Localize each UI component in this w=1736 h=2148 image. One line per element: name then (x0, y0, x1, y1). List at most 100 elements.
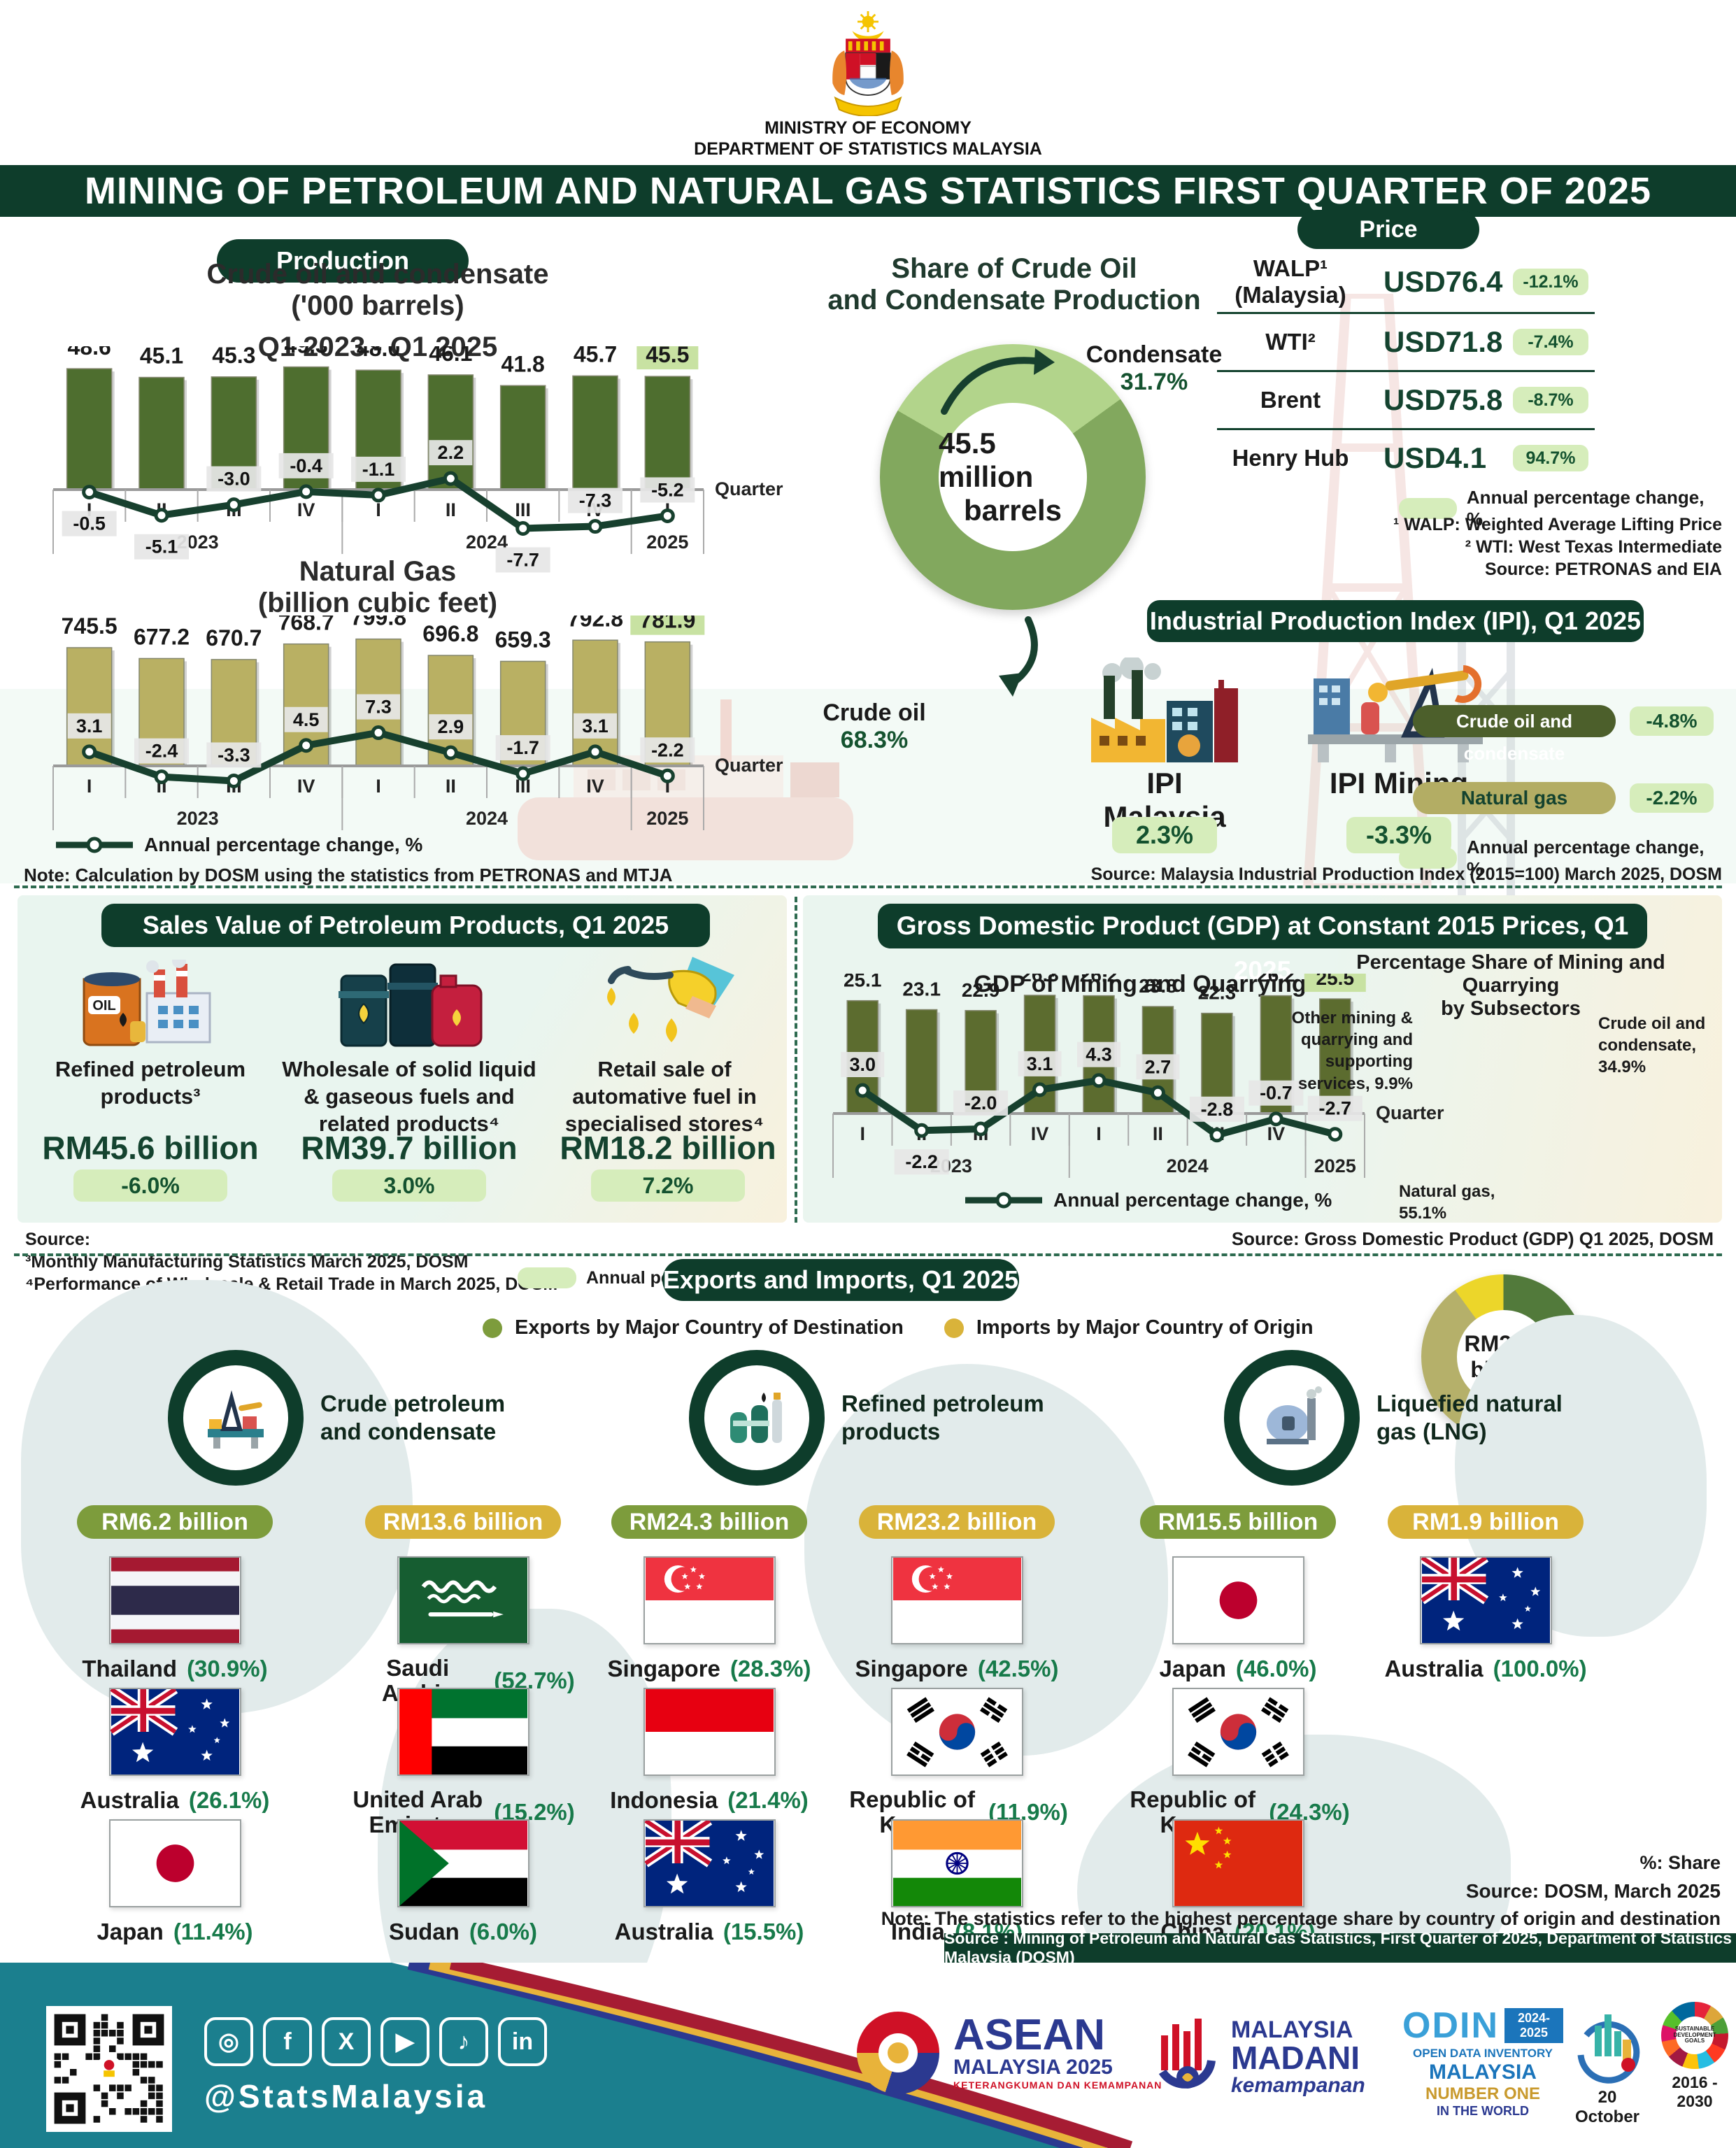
trade-banner: Exports and Imports, Q1 2025 (662, 1259, 1019, 1301)
country-name: Singapore (855, 1655, 968, 1681)
madani-icon (1158, 2019, 1216, 2089)
condensate-arrow (930, 341, 1056, 418)
refined-import-countries: Singapore (42.5%) Republic of Korea(11.9%… (845, 1556, 1069, 1951)
crude-oil-chart: 48.645.145.349.348.046.141.845.745.5IIII… (49, 333, 804, 626)
x-icon[interactable]: X (322, 2017, 371, 2066)
divider-trade (14, 1253, 1722, 1256)
trade-group-crude-label: Crude petroleum and condensate (320, 1390, 506, 1444)
curved-arrow-down-icon (999, 616, 1038, 697)
production-legend-label: Annual percentage change, % (144, 834, 423, 855)
youtube-icon[interactable]: ▶ (380, 2017, 429, 2066)
sales-item-label-1: Refined petroleum products³ (42, 1056, 259, 1111)
price-value-walp: USD76.4 (1383, 265, 1503, 298)
production-note-text: Note: Calculation by DOSM using the stat… (24, 865, 673, 885)
svg-text:22.9: 22.9 (962, 979, 1000, 1001)
lng-export-value: RM15.5 billion (1158, 1509, 1318, 1535)
qr-graphic (50, 2010, 168, 2128)
refined-import-value: RM23.2 billion (876, 1509, 1037, 1535)
ipi-source: Source: Malaysia Industrial Production I… (1049, 865, 1722, 885)
svg-text:-2.4: -2.4 (145, 741, 178, 762)
ipi-legend-label: Annual percentage change, % (1466, 837, 1705, 879)
ipi-mining-pct: -3.3% (1365, 820, 1432, 849)
wholesale-fuels-icon (329, 955, 490, 1053)
gdp-chart-title-text: GDP of Mining and Quarrying (974, 971, 1307, 997)
svg-text:23.1: 23.1 (902, 979, 941, 1000)
factory-icon (1077, 655, 1252, 762)
facebook-icon[interactable]: f (263, 2017, 312, 2066)
odin-year: 2024-2025 (1504, 2008, 1563, 2043)
instagram-icon[interactable]: ◎ (204, 2017, 253, 2066)
odin-line4: NUMBER ONE (1425, 2084, 1540, 2103)
social-handle[interactable]: @StatsMalaysia (204, 2077, 488, 2115)
tiktok-icon[interactable]: ♪ (439, 2017, 488, 2066)
svg-text:2024: 2024 (466, 808, 508, 829)
ipi-gas-pill-label: Natural gas (1460, 787, 1568, 809)
trade-country-cell: Japan (46.0%) (1126, 1556, 1350, 1688)
svg-text:26.2: 26.2 (1257, 974, 1295, 986)
svg-text:I: I (860, 1123, 865, 1144)
gas-title-1: Natural Gas (299, 556, 457, 587)
trade-legend: Exports by Major Country of Destination … (483, 1316, 1314, 1339)
ministry-line1: MINISTRY OF ECONOMY (764, 118, 972, 138)
svg-text:2024: 2024 (1167, 1155, 1209, 1176)
gdp-chart: 25.123.122.926.326.223.822.326.225.5IIII… (829, 962, 1444, 1225)
svg-text:OIL: OIL (92, 998, 115, 1013)
gdp-donut-title: Percentage Share of Mining and Quarrying… (1315, 951, 1707, 1020)
sdg-ring-icon: SUSTAINABLE DEVELOPMENT GOALS (1661, 2002, 1728, 2069)
svg-text:II: II (1153, 1123, 1163, 1144)
trade-country-cell: Republic of Korea(24.3%) (1126, 1688, 1350, 1837)
svg-text:I: I (1096, 1123, 1102, 1144)
crude-import-value: RM13.6 billion (383, 1509, 543, 1535)
country-share: (46.0%) (1235, 1656, 1317, 1681)
gdp-source-text: Source: Gross Domestic Product (GDP) Q1 … (1231, 1228, 1714, 1249)
flag-kr-icon (890, 1688, 1023, 1776)
svg-text:Quarter: Quarter (715, 478, 783, 499)
flag-jp-icon (1172, 1556, 1304, 1644)
trade-share-note: %: Share (1371, 1852, 1721, 1874)
trade-country-cell: Sudan (6.0%) (351, 1819, 575, 1951)
madani-logo: MALAYSIA MADANI kemampanan (1154, 2016, 1365, 2100)
oil-barrel-factory-graphic: OIL (83, 954, 211, 1046)
price-row: Henry Hub USD4.1 94.7% (1210, 430, 1602, 486)
flag-sa-icon (397, 1556, 529, 1644)
flag-kr-icon (1172, 1688, 1304, 1776)
sales-change-2: 3.0% (332, 1169, 486, 1202)
svg-text:3.1: 3.1 (582, 716, 609, 737)
gdp-label-gas: Natural gas, 55.1% (1399, 1181, 1539, 1224)
wti-footnote: ² WTI: West Texas Intermediate (1465, 537, 1722, 557)
trade-note-text: Note: The statistics refer to the highes… (881, 1908, 1721, 1929)
linkedin-icon[interactable]: in (498, 2017, 547, 2066)
svg-text:3.1: 3.1 (76, 716, 103, 737)
trade-country-cell: Thailand (30.9%) (63, 1556, 287, 1688)
price-name-wti: WTI² (1265, 329, 1316, 355)
gdp-legend: Annual percentage change, % (965, 1189, 1332, 1211)
svg-text:IV: IV (1031, 1123, 1049, 1144)
svg-text:III: III (515, 776, 531, 797)
pct-swatch-icon (1399, 848, 1457, 869)
sdg-label: SUSTAINABLE DEVELOPMENT GOALS (1673, 2025, 1716, 2044)
trade-country-cell: Japan (11.4%) (63, 1819, 287, 1951)
svg-text:II: II (446, 776, 456, 797)
gdp-legend-label: Annual percentage change, % (1053, 1189, 1332, 1211)
svg-text:4.3: 4.3 (1086, 1044, 1112, 1065)
svg-text:-5.1: -5.1 (145, 536, 178, 557)
qr-code[interactable] (46, 2006, 172, 2132)
ipi-crude-pill: Crude oil and condensate (1413, 705, 1616, 764)
trade-country-cell: Australia (100.0%) (1374, 1556, 1598, 1688)
svg-text:745.5: 745.5 (62, 616, 118, 639)
barrels-jerrycan-graphic (339, 963, 483, 1047)
price-divider (1217, 370, 1595, 372)
svg-text:-3.0: -3.0 (218, 469, 250, 490)
lng-import-countries: Australia (100.0%) (1374, 1556, 1598, 1688)
svg-text:3.1: 3.1 (1027, 1053, 1053, 1074)
svg-text:781.9: 781.9 (639, 616, 695, 633)
pumpjack-icon (1301, 650, 1497, 762)
svg-text:670.7: 670.7 (206, 625, 262, 650)
crude-arrow (979, 616, 1063, 699)
sales-value-2: RM39.7 billion (294, 1129, 525, 1167)
trade-country-cell: Australia (15.5%) (597, 1819, 821, 1951)
country-share: (15.5%) (723, 1919, 804, 1944)
svg-text:IV: IV (297, 776, 315, 797)
svg-text:792.8: 792.8 (567, 616, 623, 631)
odin-line3: MALAYSIA (1429, 2061, 1537, 2084)
